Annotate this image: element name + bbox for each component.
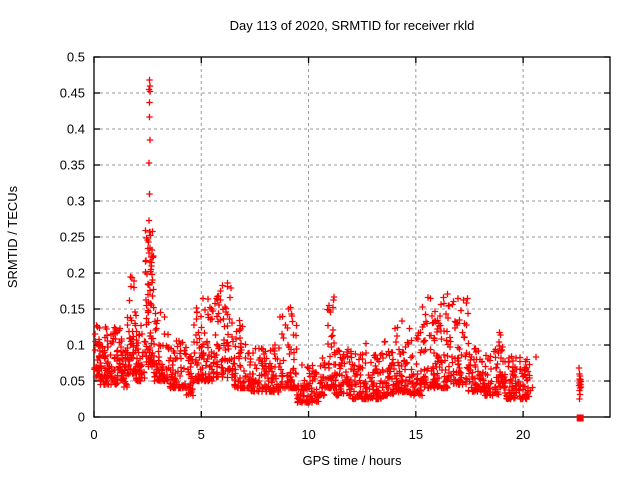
grid-lines [94, 57, 610, 417]
x-tick-label: 15 [409, 427, 423, 442]
axes-and-ticks: 0 5 10 15 20 0 0.05 0.1 0.15 0.2 0.25 0.3 0.35 0.4 0.4… [60, 50, 611, 442]
y-tick-label: 0.15 [60, 302, 85, 317]
square-outlier-marker [576, 414, 584, 422]
scatter-points [91, 76, 585, 422]
y-tick-label: 0.3 [67, 194, 85, 209]
y-tick-label: 0.25 [60, 230, 85, 245]
y-tick-label: 0.35 [60, 158, 85, 173]
chart-title: Day 113 of 2020, SRMTID for receiver rkl… [230, 18, 475, 33]
x-axis-label: GPS time / hours [303, 453, 402, 468]
y-tick-label: 0 [78, 410, 85, 425]
y-tick-label: 0.45 [60, 86, 85, 101]
y-tick-label: 0.05 [60, 374, 85, 389]
y-tick-label: 0.4 [67, 122, 85, 137]
x-tick-label: 5 [198, 427, 205, 442]
x-tick-label: 10 [301, 427, 315, 442]
data-point-markers [91, 76, 585, 406]
x-tick-label: 20 [516, 427, 530, 442]
y-tick-label: 0.5 [67, 50, 85, 65]
x-tick-label: 0 [90, 427, 97, 442]
y-tick-label: 0.2 [67, 266, 85, 281]
y-tick-label: 0.1 [67, 338, 85, 353]
y-axis-label: SRMTID / TECUs [5, 185, 20, 288]
